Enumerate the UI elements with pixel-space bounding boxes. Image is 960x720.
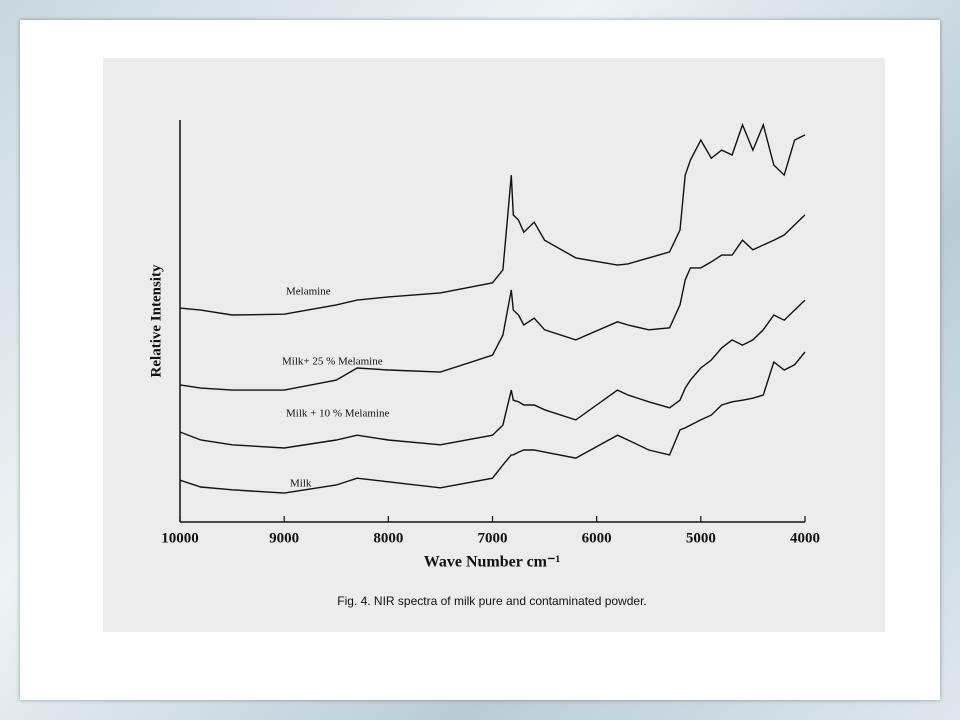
figure-panel (103, 58, 885, 632)
series-label: Milk (290, 478, 312, 490)
x-tick-label: 5000 (686, 530, 716, 546)
series-label: Milk+ 25 % Melamine (282, 356, 383, 368)
x-axis-label: Wave Number cm⁻¹ (424, 554, 561, 571)
x-tick-label: 4000 (790, 530, 820, 546)
spectrum-line (179, 122, 806, 316)
spectrum-line (179, 299, 806, 449)
slide: Relative Intensity Wave Number cm⁻¹ Fig.… (20, 20, 940, 700)
y-axis-label: Relative Intensity (148, 264, 164, 377)
spectrum-line (179, 351, 806, 494)
series-label: Melamine (286, 286, 331, 298)
x-tick-label: 6000 (582, 530, 612, 546)
x-tick-label: 7000 (478, 530, 508, 546)
spectrum-line (179, 214, 806, 391)
chart: Relative Intensity Wave Number cm⁻¹ Fig.… (103, 58, 885, 632)
x-tick-label: 9000 (269, 530, 299, 546)
x-tick-label: 8000 (373, 530, 403, 546)
figure-caption: Fig. 4. NIR spectra of milk pure and con… (337, 594, 647, 608)
x-tick-label: 10000 (161, 530, 199, 546)
series-label: Milk + 10 % Melamine (286, 408, 389, 420)
